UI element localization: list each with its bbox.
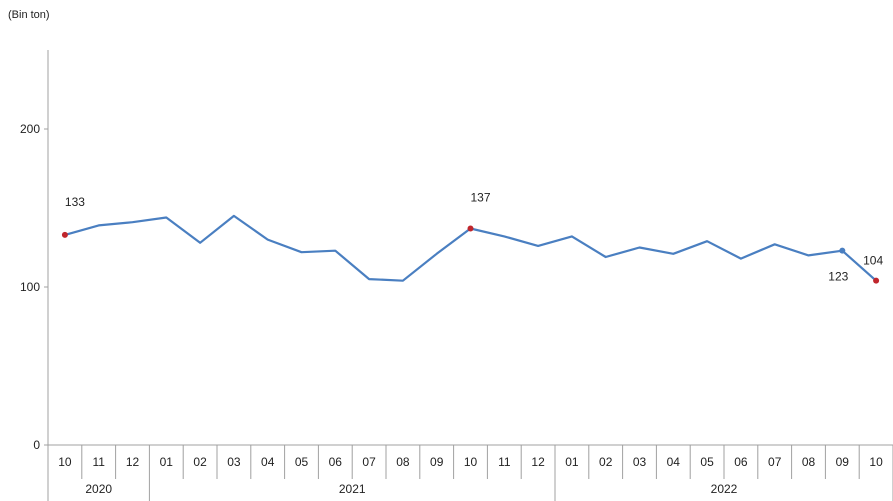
data-point-marker (839, 247, 846, 254)
data-point-marker (873, 277, 880, 284)
x-tick-label: 06 (329, 455, 343, 469)
x-tick-label: 12 (126, 455, 140, 469)
y-tick-label: 200 (20, 122, 40, 136)
x-tick-label: 05 (295, 455, 309, 469)
y-unit-label: (Bin ton) (8, 9, 50, 21)
x-tick-label: 04 (261, 455, 275, 469)
x-tick-label: 09 (836, 455, 850, 469)
x-tick-label: 03 (633, 455, 647, 469)
x-tick-label: 07 (362, 455, 376, 469)
x-tick-label: 02 (599, 455, 613, 469)
y-tick-label: 100 (20, 280, 40, 294)
x-tick-label: 03 (227, 455, 241, 469)
x-tick-label: 06 (734, 455, 748, 469)
x-tick-label: 08 (802, 455, 816, 469)
x-tick-label: 10 (464, 455, 478, 469)
x-tick-label: 10 (58, 455, 72, 469)
data-point-marker (61, 231, 68, 238)
x-tick-label: 09 (430, 455, 444, 469)
x-tick-label: 11 (92, 455, 105, 469)
x-tick-label: 10 (869, 455, 883, 469)
data-label: 137 (471, 191, 491, 205)
x-tick-label: 02 (193, 455, 207, 469)
x-tick-label: 04 (667, 455, 681, 469)
year-label: 2022 (711, 482, 738, 496)
x-tick-label: 01 (565, 455, 579, 469)
year-label: 2021 (339, 482, 366, 496)
x-tick-label: 07 (768, 455, 782, 469)
x-tick-label: 11 (498, 455, 511, 469)
y-tick-label: 0 (33, 438, 40, 452)
x-tick-label: 12 (531, 455, 545, 469)
data-label: 104 (863, 254, 883, 268)
data-point-marker (467, 225, 474, 232)
year-label: 2020 (85, 482, 112, 496)
x-tick-label: 05 (700, 455, 714, 469)
x-tick-label: 08 (396, 455, 410, 469)
x-tick-label: 01 (160, 455, 174, 469)
data-label: 133 (65, 195, 85, 209)
data-label: 123 (828, 270, 848, 284)
